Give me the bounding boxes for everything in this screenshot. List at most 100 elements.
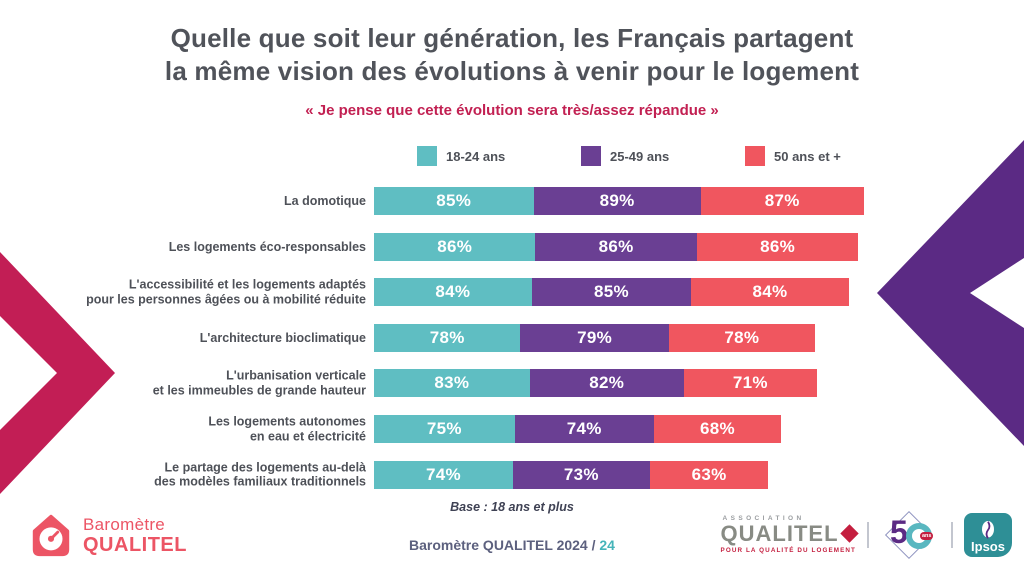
value-label: 89%: [599, 191, 635, 210]
value-label: 74%: [566, 419, 602, 438]
legend-label: 25-49 ans: [610, 148, 670, 164]
chart-row: Les logements éco-responsables 86% 86% 86%: [0, 232, 1024, 261]
ipsos-flame-icon: [982, 521, 994, 539]
page-title: Quelle que soit leur génération, les Fra…: [0, 22, 1024, 88]
category-label: Les logements éco-responsables: [168, 239, 366, 254]
bar-segment: 73%: [512, 460, 650, 489]
barometre-logo-line1: Baromètre: [83, 514, 166, 534]
fifty-logo-0-ring: [906, 523, 932, 549]
fifty-logo-ans-badge: ans: [920, 532, 934, 540]
value-label: 78%: [724, 327, 760, 347]
legend-item: 18-24 ans: [417, 146, 581, 166]
ipsos-logo: Ipsos: [964, 513, 1012, 557]
chart-row: L'architecture bioclimatique 78% 79% 78%: [0, 323, 1024, 352]
legend-item: 25-49 ans: [581, 146, 745, 166]
chart-subtitle: « Je pense que cette évolution sera très…: [305, 102, 719, 119]
footer: Baromètre QUALITEL 2024 / 24: [0, 537, 1024, 553]
value-label: 79%: [577, 327, 612, 347]
value-label: 63%: [691, 464, 727, 484]
legend: 18-24 ans 25-49 ans 50 ans et +: [374, 146, 874, 166]
value-label: 86%: [437, 236, 473, 256]
footer-page-number: 24: [599, 537, 615, 553]
bar-group: 75% 74% 68%: [374, 415, 782, 443]
bar-segment: 86%: [696, 232, 859, 261]
fifty-logo-5: 5: [890, 514, 908, 550]
legend-swatch: [417, 146, 437, 166]
bar-segment: 71%: [683, 369, 817, 398]
category-label: Le partage des logements au-delà des modè…: [154, 460, 366, 489]
association-qualitel-logo: ASSOCIATION QUALITEL POUR LA QUALITÉ DU …: [720, 515, 859, 554]
association-word: ASSOCIATION: [722, 515, 805, 523]
association-name: QUALITEL: [720, 520, 839, 546]
bar-segment: 68%: [653, 415, 782, 443]
value-label: 78%: [429, 327, 465, 347]
bar-segment: 74%: [514, 415, 654, 443]
legend-swatch: [581, 146, 601, 166]
bar-segment: 63%: [649, 460, 769, 489]
bar-group: 74% 73% 63%: [374, 460, 769, 489]
qualitel-50-ans-logo: 5 ans: [880, 510, 940, 560]
bar-segment: 74%: [374, 460, 513, 489]
value-label: 82%: [589, 373, 625, 393]
value-label: 71%: [732, 373, 768, 393]
chart-row: La domotique 85% 89% 87%: [0, 187, 1024, 215]
value-label: 84%: [435, 282, 471, 302]
bar-group: 86% 86% 86%: [374, 232, 859, 261]
category-label: Les logements autonomes en eau et électri…: [208, 414, 366, 444]
legend-swatch: [745, 146, 765, 166]
bar-segment: 86%: [374, 232, 536, 261]
red-diamond-icon: [839, 524, 859, 543]
bar-segment: 82%: [529, 369, 684, 398]
footer-text: Baromètre QUALITEL 2024 /: [409, 537, 600, 553]
bar-segment: 85%: [531, 278, 692, 307]
category-label: L'urbanisation verticale et les immeubles…: [152, 368, 366, 398]
bar-segment: 87%: [700, 187, 864, 215]
bar-group: 85% 89% 87%: [374, 187, 864, 215]
bar-segment: 86%: [535, 232, 697, 261]
value-label: 74%: [425, 464, 461, 484]
value-label: 86%: [598, 236, 634, 256]
bar-segment: 78%: [374, 323, 521, 352]
page-title-line1: Quelle que soit leur génération, les Fra…: [170, 23, 854, 53]
legend-label: 50 ans et +: [774, 148, 841, 164]
bar-chart: La domotique 85% 89% 87% Les logements éco-r…: [0, 187, 1024, 497]
ipsos-wordmark: Ipsos: [971, 539, 1005, 554]
value-label: 83%: [434, 373, 470, 393]
bar-segment: 84%: [374, 278, 532, 307]
value-label: 87%: [764, 191, 800, 210]
category-label: L'architecture bioclimatique: [199, 330, 366, 345]
value-label: 85%: [436, 191, 472, 210]
chart-row: L'accessibilité et les logements adaptés…: [0, 278, 1024, 307]
category-label: La domotique: [284, 193, 366, 208]
chart-row: Les logements autonomes en eau et électri…: [0, 415, 1024, 443]
base-note: Base : 18 ans et plus: [450, 500, 574, 514]
bar-segment: 89%: [533, 187, 701, 215]
bar-segment: 78%: [668, 323, 816, 352]
bar-segment: 84%: [691, 278, 849, 307]
bar-segment: 75%: [374, 415, 515, 443]
bar-segment: 79%: [520, 323, 669, 352]
gauge-house-icon: [32, 514, 70, 557]
bar-segment: 85%: [374, 187, 534, 215]
value-label: 84%: [752, 282, 788, 302]
page-title-line2: la même vision des évolutions à venir po…: [164, 56, 860, 86]
barometre-logo-text: Baromètre QUALITEL: [83, 516, 187, 555]
bar-group: 78% 79% 78%: [374, 323, 816, 352]
logo-separator: [867, 522, 869, 548]
association-tagline: POUR LA QUALITÉ DU LOGEMENT: [720, 546, 856, 554]
bar-group: 84% 85% 84%: [374, 278, 849, 307]
chart-row: Le partage des logements au-delà des modè…: [0, 460, 1024, 489]
partner-logos: ASSOCIATION QUALITEL POUR LA QUALITÉ DU …: [720, 510, 1012, 560]
bar-group: 83% 82% 71%: [374, 369, 817, 398]
value-label: 68%: [700, 419, 735, 438]
legend-label: 18-24 ans: [446, 148, 506, 164]
barometre-qualitel-logo: Baromètre QUALITEL: [28, 512, 187, 558]
barometre-logo-line2: QUALITEL: [83, 533, 187, 556]
chart-row: L'urbanisation verticale et les immeubles…: [0, 368, 1024, 398]
legend-item: 50 ans et +: [745, 146, 909, 166]
bar-segment: 83%: [374, 369, 530, 398]
value-label: 85%: [593, 282, 629, 302]
value-label: 86%: [760, 236, 796, 256]
value-label: 75%: [426, 419, 462, 438]
logo-separator: [951, 522, 953, 548]
